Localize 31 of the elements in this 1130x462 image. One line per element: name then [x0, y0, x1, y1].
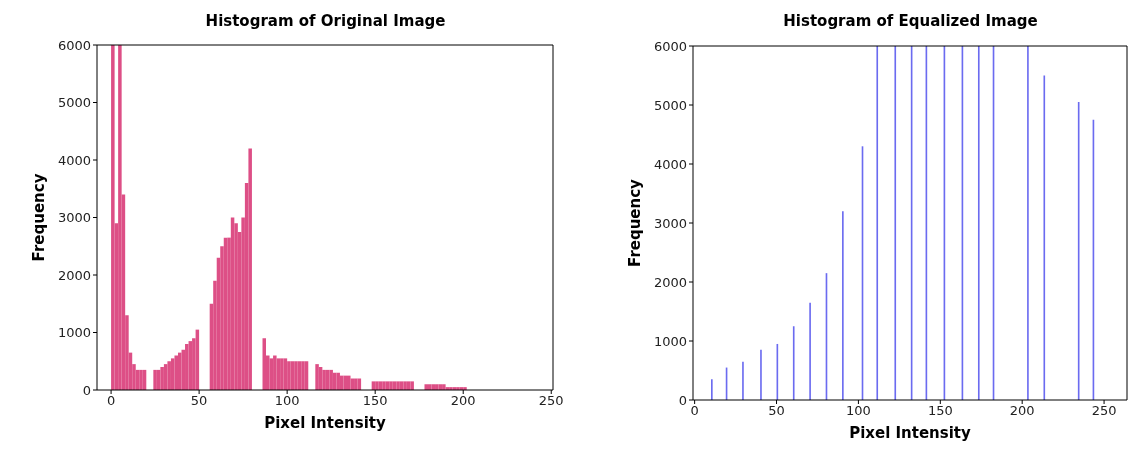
y-tick-label: 3000 [57, 210, 91, 226]
y-tick-label: 5000 [653, 97, 687, 113]
chart-title: Histogram of Equalized Image [782, 12, 1039, 30]
x-tick-label: 200 [450, 393, 476, 409]
chart-title: Histogram of Original Image [204, 12, 447, 30]
x-tick-label: 100 [846, 403, 871, 419]
x-tick-label: 250 [1091, 403, 1117, 419]
x-axis-title: Pixel Intensity [849, 424, 972, 442]
x-tick-label: 50 [190, 393, 208, 409]
y-tick-label: 4000 [653, 156, 687, 172]
y-tick-label: 3000 [653, 215, 687, 231]
x-tick-label: 0 [106, 393, 116, 409]
y-tick-label: 0 [82, 382, 91, 398]
y-tick-label: 1000 [57, 325, 91, 341]
x-tick-label: 150 [362, 393, 388, 409]
y-tick-label: 6000 [653, 38, 687, 54]
x-tick-label: 150 [927, 403, 953, 419]
y-tick-label: 6000 [57, 37, 91, 53]
y-tick-label: 1000 [653, 333, 687, 349]
x-axis-title: Pixel Intensity [264, 414, 387, 432]
y-axis-title: Frequency [30, 173, 49, 262]
x-tick-label: 250 [538, 393, 564, 409]
y-tick-label: 2000 [653, 274, 687, 290]
y-axis-title: Frequency [626, 178, 645, 267]
x-tick-label: 0 [690, 403, 699, 419]
x-tick-label: 200 [1009, 403, 1035, 419]
x-tick-label: 50 [768, 403, 785, 419]
x-tick-label: 100 [274, 393, 300, 409]
y-tick-label: 2000 [57, 267, 91, 283]
y-tick-label: 4000 [57, 152, 91, 168]
y-tick-label: 5000 [57, 95, 91, 111]
